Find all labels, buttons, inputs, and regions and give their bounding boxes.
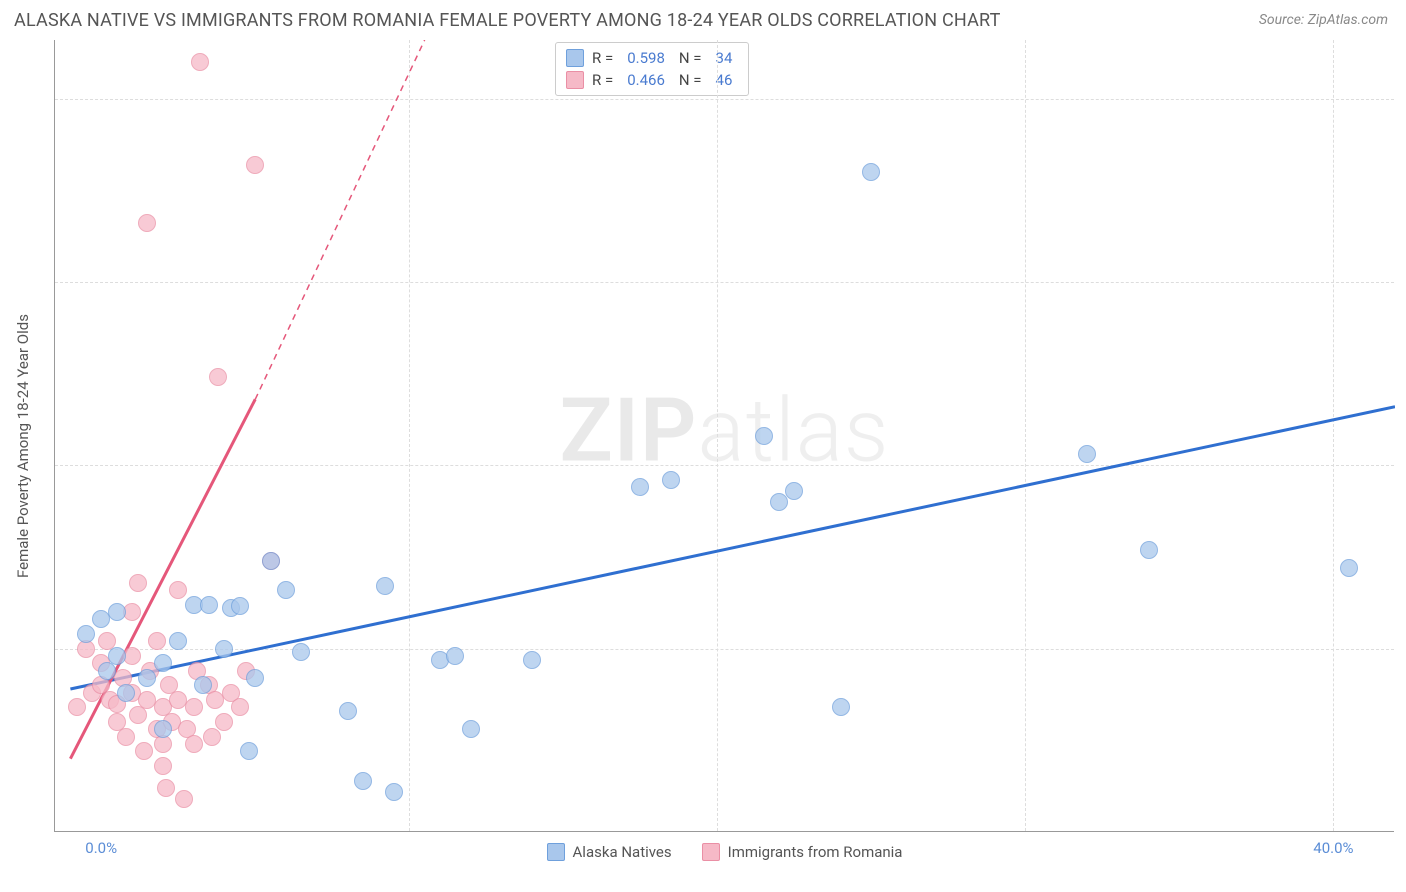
data-point: [203, 728, 221, 746]
data-point: [462, 720, 480, 738]
data-point: [354, 772, 372, 790]
x-tick-label: 0.0%: [85, 839, 117, 857]
legend-swatch-bottom-0: [547, 843, 565, 861]
data-point: [108, 603, 126, 621]
data-point: [376, 577, 394, 595]
data-point: [123, 647, 141, 665]
data-point: [231, 597, 249, 615]
data-point: [1078, 445, 1096, 463]
x-tick-label: 40.0%: [1313, 839, 1353, 857]
data-point: [662, 471, 680, 489]
series-legend: Alaska Natives Immigrants from Romania: [55, 843, 1394, 861]
data-point: [832, 698, 850, 716]
data-point: [246, 156, 264, 174]
data-point: [108, 647, 126, 665]
legend-item-0: Alaska Natives: [547, 843, 672, 861]
data-point: [157, 779, 175, 797]
data-point: [77, 625, 95, 643]
data-point: [154, 654, 172, 672]
data-point: [135, 742, 153, 760]
data-point: [169, 632, 187, 650]
data-point: [292, 643, 310, 661]
data-point: [169, 581, 187, 599]
legend-label-1: Immigrants from Romania: [728, 843, 903, 861]
data-point: [1140, 541, 1158, 559]
legend-swatch-bottom-1: [702, 843, 720, 861]
data-point: [148, 632, 166, 650]
source-attribution: Source: ZipAtlas.com: [1259, 12, 1388, 28]
data-point: [154, 720, 172, 738]
data-point: [175, 790, 193, 808]
data-point: [631, 478, 649, 496]
scatter-plot-area: ZIPatlas R =0.598 N =34 R =0.466 N =46 A…: [54, 40, 1394, 832]
data-point: [231, 698, 249, 716]
data-point: [117, 728, 135, 746]
data-point: [446, 647, 464, 665]
data-point: [185, 698, 203, 716]
data-point: [68, 698, 86, 716]
data-point: [185, 735, 203, 753]
data-point: [215, 640, 233, 658]
data-point: [523, 651, 541, 669]
data-point: [117, 684, 135, 702]
y-axis-label-container: Female Poverty Among 18-24 Year Olds: [8, 0, 38, 892]
data-point: [262, 552, 280, 570]
data-point: [785, 482, 803, 500]
data-point: [339, 702, 357, 720]
data-point: [129, 574, 147, 592]
data-point: [138, 669, 156, 687]
data-point: [123, 603, 141, 621]
data-point: [755, 427, 773, 445]
legend-item-1: Immigrants from Romania: [702, 843, 903, 861]
data-point: [191, 53, 209, 71]
data-point: [1340, 559, 1358, 577]
data-point: [209, 368, 227, 386]
data-point: [138, 214, 156, 232]
data-point: [277, 581, 295, 599]
data-point: [194, 676, 212, 694]
data-point: [385, 783, 403, 801]
data-point: [154, 757, 172, 775]
data-point: [200, 596, 218, 614]
data-point: [215, 713, 233, 731]
data-point: [770, 493, 788, 511]
data-point: [246, 669, 264, 687]
data-point: [862, 163, 880, 181]
data-point: [240, 742, 258, 760]
chart-title: ALASKA NATIVE VS IMMIGRANTS FROM ROMANIA…: [14, 10, 1001, 31]
y-axis-label: Female Poverty Among 18-24 Year Olds: [14, 314, 32, 578]
legend-label-0: Alaska Natives: [573, 843, 672, 861]
